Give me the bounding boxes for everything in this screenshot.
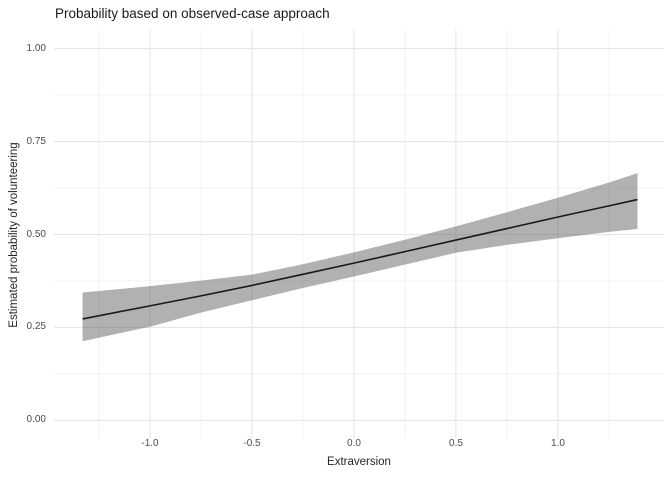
y-axis-tick-label: 1.00 — [26, 43, 46, 54]
x-axis-tick-label: 0.5 — [449, 438, 463, 449]
chart-title: Probability based on observed-case appro… — [55, 6, 330, 21]
x-axis-tick-label: 1.0 — [551, 438, 565, 449]
y-axis-tick-label: 0.25 — [26, 321, 46, 332]
y-axis-tick-label: 0.50 — [26, 229, 46, 240]
y-axis-tick-label: 0.75 — [26, 136, 46, 147]
confidence-ribbon — [82, 173, 638, 342]
x-axis-title: Extraversion — [327, 456, 391, 468]
x-axis-tick-label: -1.0 — [141, 438, 159, 449]
fitted-probability-line — [82, 198, 638, 320]
x-axis-tick-label: 0.0 — [347, 438, 361, 449]
y-axis-tick-label: 0.00 — [26, 414, 46, 425]
x-axis-tick-label: -0.5 — [243, 438, 261, 449]
